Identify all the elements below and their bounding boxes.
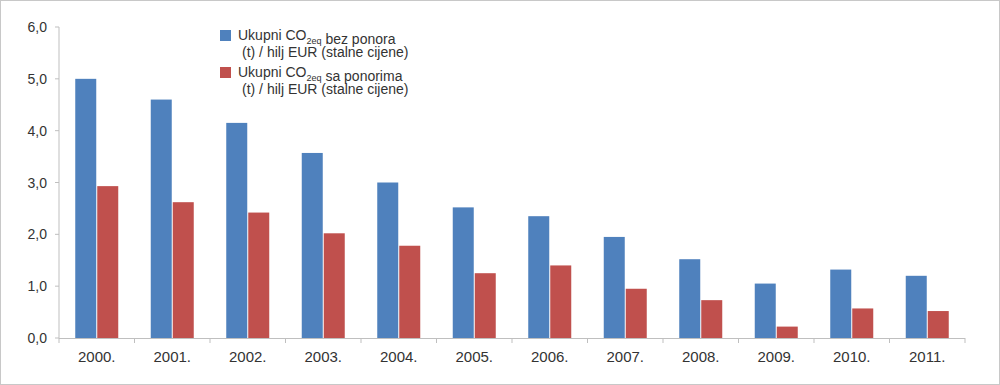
bar	[604, 237, 625, 338]
x-tick	[210, 338, 211, 343]
bar	[151, 100, 172, 338]
bar	[528, 216, 549, 338]
legend-label: Ukupni CO2eq sa ponorima(t) / hilj EUR (…	[238, 64, 409, 97]
x-tick	[965, 338, 966, 343]
x-tick	[587, 338, 588, 343]
bar	[173, 202, 194, 338]
x-tick	[285, 338, 286, 343]
x-tick	[436, 338, 437, 343]
chart-svg: 0,0 1,0 2,0 3,0 4,0 5,0 6,0 2000. 2001. 2002. 2003…	[0, 0, 1000, 385]
x-tick	[738, 338, 739, 343]
y-tick	[55, 286, 59, 287]
y-axis-line	[59, 27, 60, 338]
y-tick-label: 1,0	[28, 278, 48, 294]
chart-container: 0,0 1,0 2,0 3,0 4,0 5,0 6,0 2000. 2001. 2002. 2003…	[0, 0, 1000, 385]
x-tick	[889, 338, 890, 343]
x-tick-label: 2004.	[380, 348, 418, 365]
y-tick	[55, 130, 59, 131]
y-tick-label: 0,0	[28, 330, 48, 346]
x-tick-label: 2007.	[606, 348, 644, 365]
y-tick-label: 2,0	[28, 226, 48, 242]
x-tick	[512, 338, 513, 343]
x-tick-label: 2001.	[153, 348, 191, 365]
bar	[928, 311, 949, 338]
bar	[852, 308, 873, 338]
x-tick-label: 2010.	[833, 348, 871, 365]
x-tick-label: 2011.	[909, 348, 945, 365]
x-tick-label: 2000.	[78, 348, 116, 365]
bar	[701, 300, 722, 338]
x-tick-label: 2009.	[757, 348, 795, 365]
chart-frame	[1, 1, 1000, 385]
y-tick-label: 4,0	[28, 123, 48, 139]
y-tick-label: 6,0	[28, 19, 48, 35]
x-tick-label: 2003.	[304, 348, 342, 365]
bar	[399, 246, 420, 338]
bar	[302, 153, 323, 338]
x-tick	[663, 338, 664, 343]
bar	[777, 327, 798, 338]
y-tick-label: 3,0	[28, 175, 48, 191]
x-tick-label: 2008.	[682, 348, 720, 365]
y-tick	[55, 234, 59, 235]
bar	[75, 79, 96, 338]
bar	[550, 265, 571, 338]
bar	[830, 270, 851, 338]
y-tick	[55, 338, 59, 339]
x-tick	[134, 338, 135, 343]
legend-label: Ukupni CO2eq bez ponora(t) / hilj EUR (s…	[238, 27, 409, 60]
y-tick	[55, 78, 59, 79]
x-tick-label: 2002.	[229, 348, 267, 365]
bars	[75, 79, 949, 338]
bar	[626, 289, 647, 338]
bar	[906, 276, 927, 338]
legend-swatch	[220, 67, 231, 78]
bar	[377, 183, 398, 339]
x-tick	[361, 338, 362, 343]
bar	[324, 233, 345, 338]
bar	[97, 186, 118, 338]
x-tick-label: 2006.	[531, 348, 569, 365]
x-tick-label: 2005.	[455, 348, 493, 365]
bar	[453, 207, 474, 338]
bar	[679, 259, 700, 338]
bar	[475, 273, 496, 338]
y-tick	[55, 182, 59, 183]
bar	[248, 213, 269, 338]
y-tick	[55, 27, 59, 28]
legend-swatch	[220, 30, 231, 41]
bar	[226, 123, 247, 338]
y-tick-label: 5,0	[28, 71, 48, 87]
bar	[755, 284, 776, 338]
x-tick	[59, 338, 60, 343]
x-tick	[814, 338, 815, 343]
legend: Ukupni CO2eq bez ponora(t) / hilj EUR (s…	[220, 27, 409, 97]
